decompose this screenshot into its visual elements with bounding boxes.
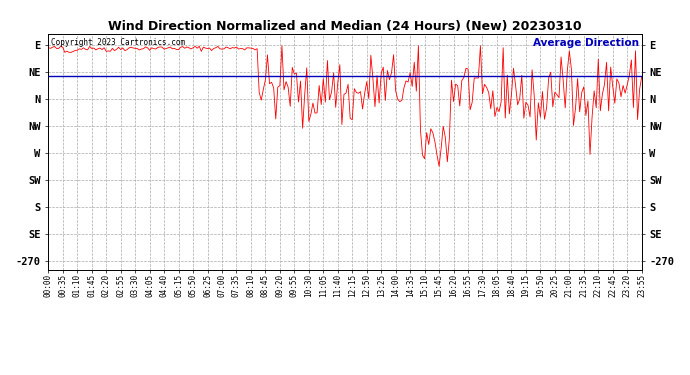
- Text: Copyright 2023 Cartronics.com: Copyright 2023 Cartronics.com: [51, 39, 186, 48]
- Title: Wind Direction Normalized and Median (24 Hours) (New) 20230310: Wind Direction Normalized and Median (24…: [108, 20, 582, 33]
- Text: Average Direction: Average Direction: [533, 39, 639, 48]
